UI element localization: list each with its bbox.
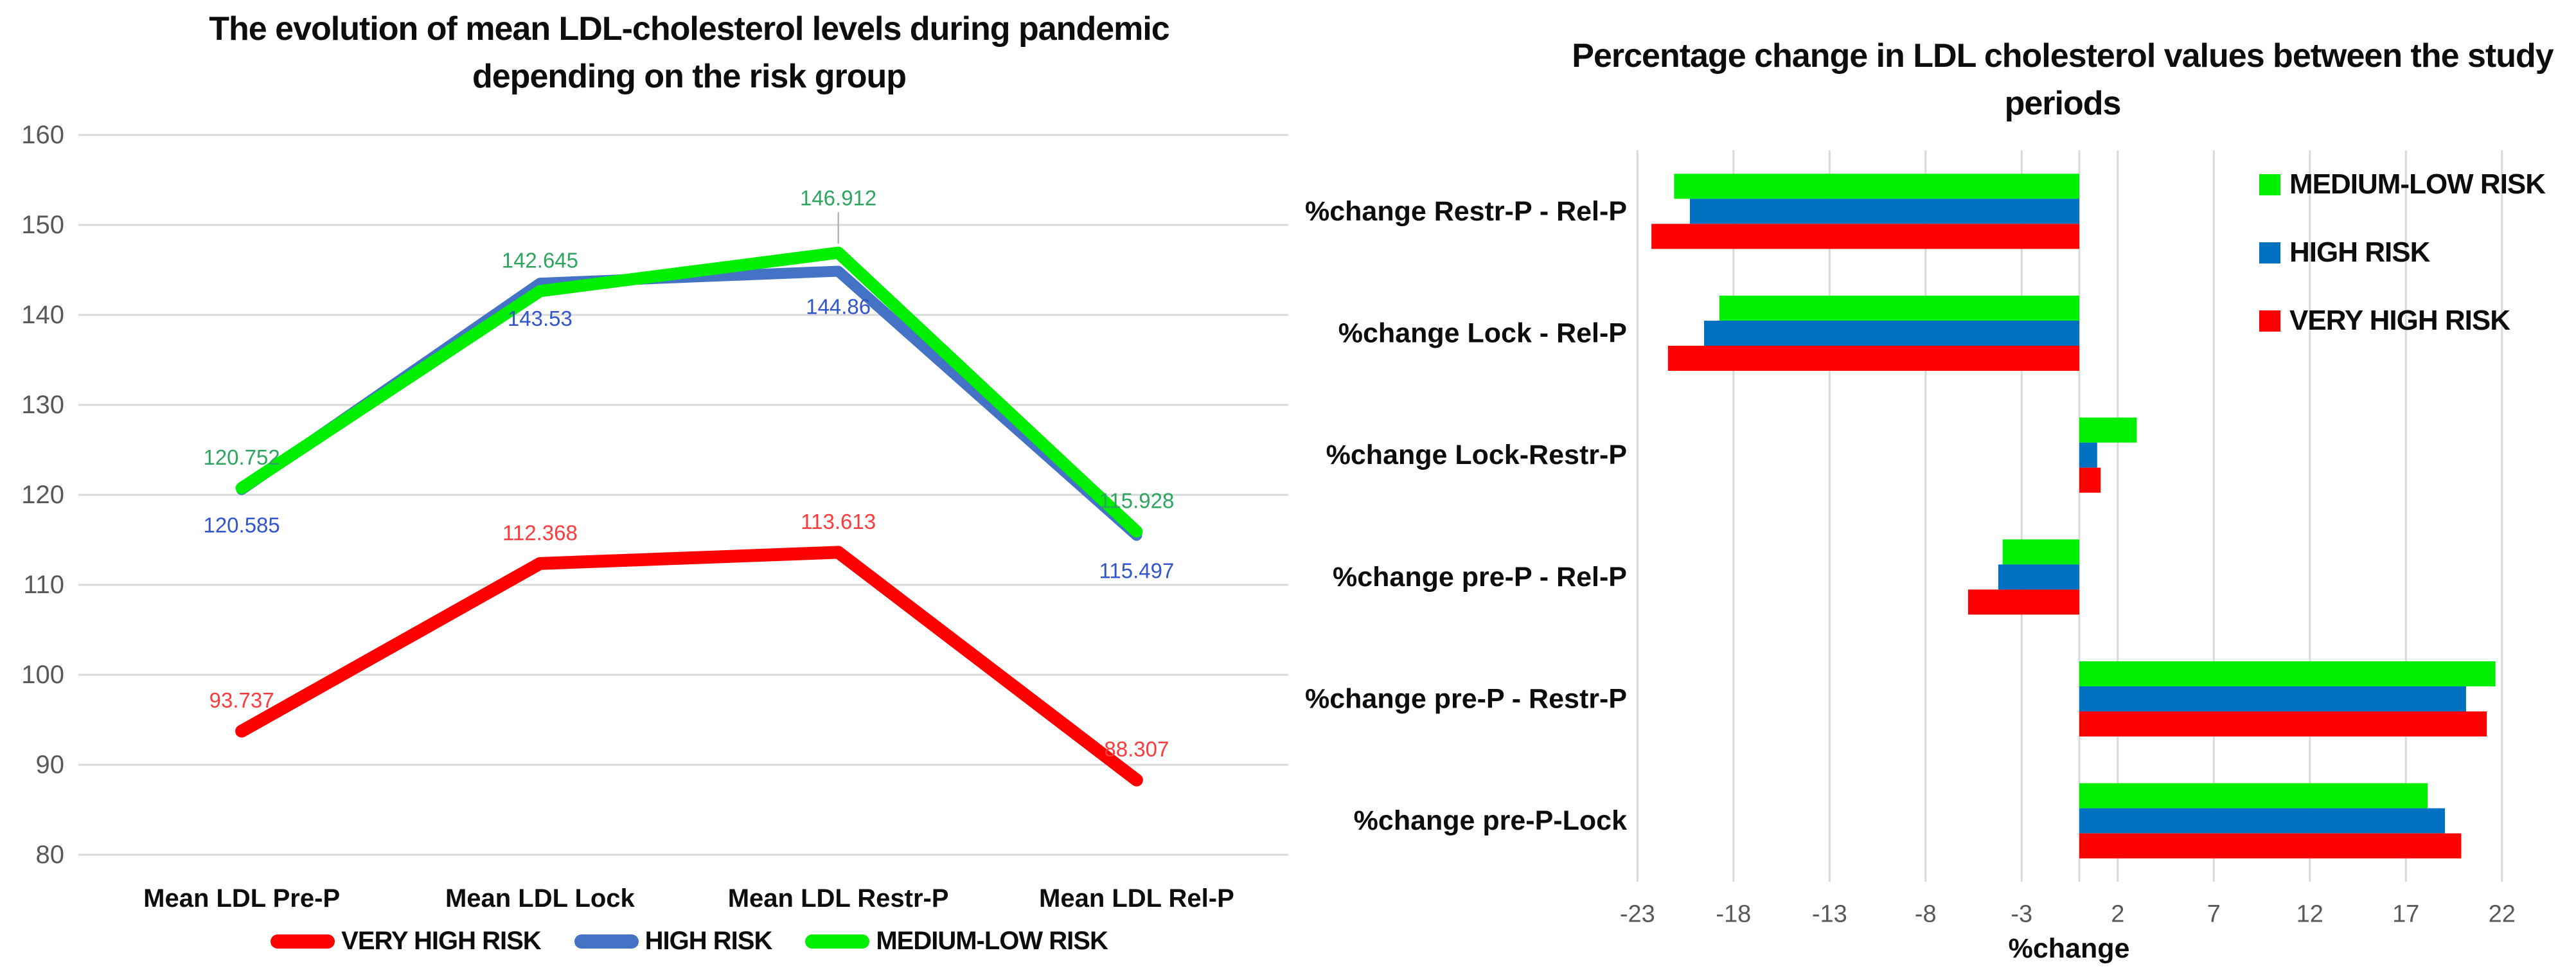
x-tick-label: 2 <box>2111 900 2124 927</box>
data-label: 143.53 <box>508 307 573 330</box>
x-tick-label: -18 <box>1716 900 1751 927</box>
legend-item-high-risk: HIGH RISK <box>2259 237 2545 269</box>
data-label: 112.368 <box>502 521 578 544</box>
x-category-label: Mean LDL Rel-P <box>1039 884 1234 913</box>
data-label: 142.645 <box>502 248 578 272</box>
line-chart-legend: VERY HIGH RISK HIGH RISK MEDIUM-LOW RISK <box>93 927 1286 956</box>
y-tick-label: 110 <box>23 571 64 599</box>
line-chart-title-line1: The evolution of mean LDL-cholesterol le… <box>209 10 1169 48</box>
data-label: 120.585 <box>203 513 280 537</box>
high-risk-swatch-icon <box>2259 242 2280 263</box>
bar-high-risk <box>1704 321 2079 346</box>
data-label: 120.752 <box>203 445 280 469</box>
bar-high-risk <box>1689 199 2079 224</box>
bar-very-high-risk <box>2079 467 2101 493</box>
legend-label: VERY HIGH RISK <box>2289 305 2510 336</box>
legend-label: VERY HIGH RISK <box>341 927 542 955</box>
bar-chart-title-line1: Percentage change in LDL cholesterol val… <box>1572 37 2554 75</box>
bar-medium-low-risk <box>2079 783 2428 808</box>
legend-item-medium-low-risk: MEDIUM-LOW RISK <box>805 927 1108 956</box>
x-tick-label: 17 <box>2392 900 2419 927</box>
bar-very-high-risk <box>1651 224 2079 249</box>
y-tick-label: 100 <box>21 661 64 689</box>
y-category-label: %change pre-P - Restr-P <box>1305 684 1627 715</box>
data-label: 93.737 <box>209 688 274 712</box>
x-tick-label: -3 <box>2011 900 2032 927</box>
bar-very-high-risk <box>1667 346 2079 371</box>
x-tick-label: -8 <box>1915 900 1937 927</box>
y-tick-label: 150 <box>21 211 64 239</box>
y-tick-label: 120 <box>21 481 64 509</box>
x-category-label: Mean LDL Pre-P <box>143 884 340 913</box>
bar-very-high-risk <box>1968 589 2079 615</box>
x-tick-label: 12 <box>2296 900 2323 927</box>
bar-medium-low-risk <box>2002 539 2079 565</box>
y-tick-label: 130 <box>21 391 64 419</box>
x-tick-label: 22 <box>2489 900 2516 927</box>
bar-medium-low-risk <box>2079 417 2137 443</box>
data-label: 115.928 <box>1099 489 1174 513</box>
medium-low-risk-swatch-icon <box>805 934 870 949</box>
very-high-risk-swatch-icon <box>2259 310 2280 332</box>
bar-high-risk <box>2079 686 2466 711</box>
legend-label: HIGH RISK <box>644 927 773 955</box>
data-label: 113.613 <box>801 510 876 533</box>
legend-item-very-high-risk: VERY HIGH RISK <box>271 927 542 956</box>
x-tick-label: 7 <box>2207 900 2221 927</box>
legend-label: MEDIUM-LOW RISK <box>2289 168 2546 200</box>
y-category-label: %change Lock - Rel-P <box>1338 318 1627 349</box>
x-category-label: Mean LDL Lock <box>445 884 635 913</box>
data-label: 115.497 <box>1099 559 1174 583</box>
very-high-risk-swatch-icon <box>271 934 335 949</box>
legend-item-very-high-risk: VERY HIGH RISK <box>2259 305 2545 337</box>
high-risk-swatch-icon <box>574 934 639 949</box>
y-category-label: %change Restr-P - Rel-P <box>1305 196 1627 227</box>
bar-medium-low-risk <box>2079 661 2496 686</box>
line-chart-title-line2: depending on the risk group <box>472 58 907 95</box>
y-category-label: %change pre-P-Lock <box>1354 805 1627 836</box>
x-tick-label: -13 <box>1812 900 1847 927</box>
bar-high-risk <box>2079 808 2445 834</box>
bar-chart-title-line2: periods <box>2004 85 2122 122</box>
bar-high-risk <box>1998 564 2079 590</box>
y-category-label: %change pre-P - Rel-P <box>1333 562 1627 593</box>
medium-low-risk-swatch-icon <box>2259 174 2280 195</box>
data-label: 144.86 <box>806 294 871 318</box>
y-tick-label: 80 <box>36 841 65 869</box>
legend-label: MEDIUM-LOW RISK <box>876 927 1108 955</box>
series-line-medium-low-risk <box>235 246 1143 538</box>
bar-medium-low-risk <box>1719 296 2079 321</box>
y-tick-label: 140 <box>21 301 64 329</box>
y-tick-label: 160 <box>21 121 64 149</box>
bar-very-high-risk <box>2079 711 2487 736</box>
series-line-very-high-risk <box>235 546 1143 787</box>
bar-chart-x-axis-title: %change <box>2008 933 2130 964</box>
bar-chart-legend: MEDIUM-LOW RISK HIGH RISK VERY HIGH RISK <box>2259 168 2546 337</box>
y-tick-label: 90 <box>36 751 65 779</box>
bar-high-risk <box>2079 442 2097 468</box>
legend-item-medium-low-risk: MEDIUM-LOW RISK <box>2259 168 2546 201</box>
legend-label: HIGH RISK <box>2289 237 2430 268</box>
line-chart-title: The evolution of mean LDL-cholesterol le… <box>93 5 1286 100</box>
legend-item-high-risk: HIGH RISK <box>574 927 772 956</box>
data-label: 146.912 <box>800 186 876 210</box>
x-category-label: Mean LDL Restr-P <box>728 884 949 913</box>
bar-chart-title: Percentage change in LDL cholesterol val… <box>1555 32 2570 127</box>
data-label: 88.307 <box>1104 737 1169 761</box>
x-tick-label: -23 <box>1620 900 1655 927</box>
bar-very-high-risk <box>2079 833 2462 859</box>
y-category-label: %change Lock-Restr-P <box>1326 440 1627 470</box>
bar-medium-low-risk <box>1674 174 2079 199</box>
